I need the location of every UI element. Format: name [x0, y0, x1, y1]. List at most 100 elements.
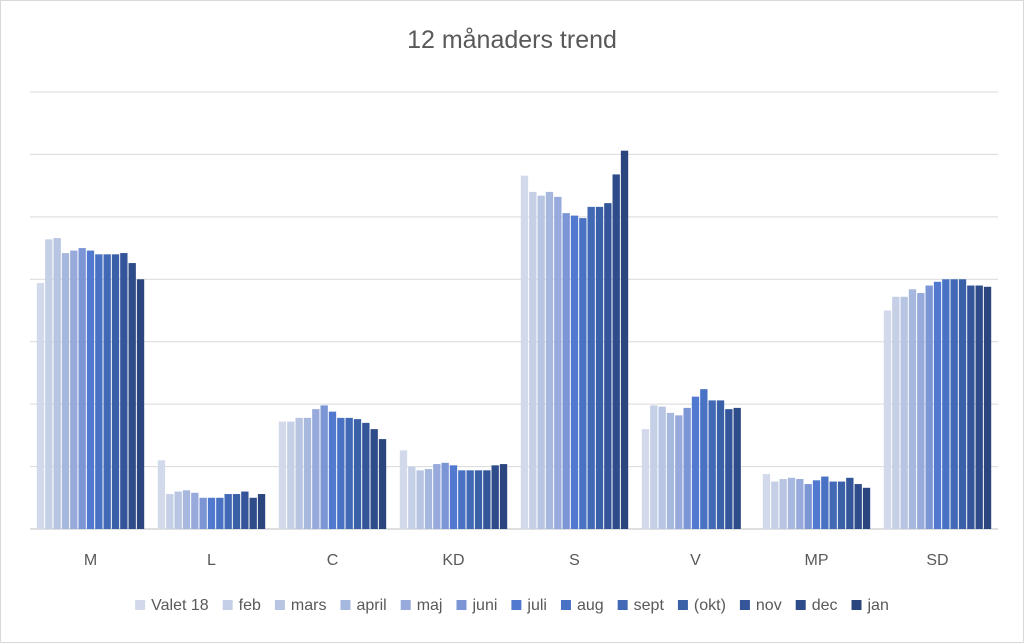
bar-v-juni [683, 407, 691, 529]
bar-sd-juli [933, 281, 942, 529]
bar-mp-april [787, 477, 796, 529]
legend-item-juni: juni [456, 597, 497, 614]
legend-item-aug: aug [560, 597, 604, 614]
bar-s-april [545, 191, 554, 529]
bar-sd-mars [900, 296, 908, 529]
bar-m-dec [128, 263, 136, 529]
legend-item-juli: juli [511, 597, 547, 614]
bar-l-maj [191, 492, 199, 529]
bar-s-feb [529, 191, 537, 529]
bar-sd-april [908, 289, 917, 529]
bar-m-nov [120, 253, 128, 529]
bar-m-mars [53, 238, 61, 529]
legend-label: nov [756, 597, 782, 614]
bar-v-feb [650, 405, 658, 529]
bar-v-juli [691, 396, 700, 529]
bar-l-sept [224, 494, 232, 529]
bar-l-juni [199, 497, 207, 529]
bar-l-aug [216, 497, 224, 529]
bar-m-valet18 [36, 283, 45, 529]
bar-m-juli [86, 250, 95, 529]
bar-mp-dec [854, 484, 862, 529]
legend-label: feb [239, 597, 261, 614]
bar-mp-juni [804, 484, 812, 529]
bar-sd-juni [925, 285, 933, 529]
legend-swatch [135, 600, 146, 610]
bar-m-feb [45, 239, 53, 529]
bar-v-valet18 [641, 429, 650, 529]
bar-kd-maj [433, 464, 441, 529]
legend-item-nov: nov [739, 597, 782, 614]
bar-m-jan [136, 279, 145, 529]
bar-l-juli [207, 497, 216, 529]
legend-item-jan: jan [851, 597, 889, 614]
bar-kd-juni [441, 462, 449, 529]
bar-m-maj [70, 250, 78, 529]
bar-v-aug [700, 389, 708, 529]
bars [36, 150, 992, 530]
bar-sd-sept [950, 279, 958, 529]
bar-kd-juli [449, 465, 458, 529]
bar-v-nov [725, 409, 733, 529]
bar-v-mars [658, 406, 666, 529]
bar-kd-mars [416, 470, 424, 529]
legend-label: juli [526, 597, 547, 614]
bar-m-aug [95, 254, 103, 530]
bar-s-dec [612, 174, 620, 530]
category-label-v: V [690, 552, 701, 569]
legend-swatch [511, 600, 522, 610]
gridlines [30, 91, 998, 530]
legend-item-sept: sept [617, 597, 665, 614]
bar-kd-feb [408, 466, 416, 529]
bar-mp-feb [771, 481, 779, 529]
legend-swatch [851, 600, 862, 610]
bar-s-juli [570, 215, 579, 529]
legend: Valet 18 feb mars april maj juni juli aug sept (o… [135, 597, 889, 614]
legend-swatch [739, 600, 750, 610]
legend-swatch [340, 600, 351, 610]
category-label-mp: MP [805, 552, 829, 569]
bar-c-dec [370, 429, 378, 529]
bar-l-april [182, 490, 191, 529]
legend-item-feb: feb [222, 597, 261, 614]
bar-l-jan [257, 494, 266, 529]
bar-s-mars [537, 195, 545, 530]
bar-sd-jan [983, 286, 992, 529]
bar-c-april [303, 417, 312, 529]
category-label-c: C [327, 552, 339, 569]
bar-c-aug [337, 417, 345, 529]
bar-s-jan [620, 150, 629, 529]
bar-mp-jan [862, 487, 871, 529]
legend-swatch [617, 600, 628, 610]
bar-sd-valet18 [883, 310, 892, 529]
bar-s-juni [562, 213, 570, 529]
bar-c-feb [287, 421, 295, 529]
bar-v-sept [708, 400, 716, 529]
legend-label: juni [471, 597, 497, 614]
bar-kd-dec [491, 465, 499, 529]
legend-swatch [456, 600, 467, 610]
bar-m-juni [78, 248, 86, 530]
bar-v-okt [716, 400, 725, 529]
bar-mp-mars [779, 479, 787, 529]
legend-swatch [400, 600, 411, 610]
bar-c-valet18 [278, 421, 287, 529]
legend-label: dec [812, 597, 838, 614]
bar-kd-aug [458, 470, 466, 529]
bar-s-maj [554, 196, 562, 529]
legend-label: april [356, 597, 386, 614]
bar-c-juni [320, 405, 328, 529]
bar-c-sept [345, 417, 353, 529]
bar-c-nov [362, 422, 370, 529]
legend-label: mars [291, 597, 327, 614]
bar-mp-sept [829, 481, 837, 529]
category-label-m: M [84, 552, 97, 569]
bar-s-sept [587, 206, 595, 529]
legend-label: sept [634, 597, 665, 614]
legend-item-okt: (okt) [677, 597, 726, 614]
category-label-kd: KD [442, 552, 464, 569]
bar-mp-valet18 [762, 474, 771, 529]
category-label-s: S [569, 552, 580, 569]
category-labels: M L C KD S V MP SD [84, 552, 949, 569]
